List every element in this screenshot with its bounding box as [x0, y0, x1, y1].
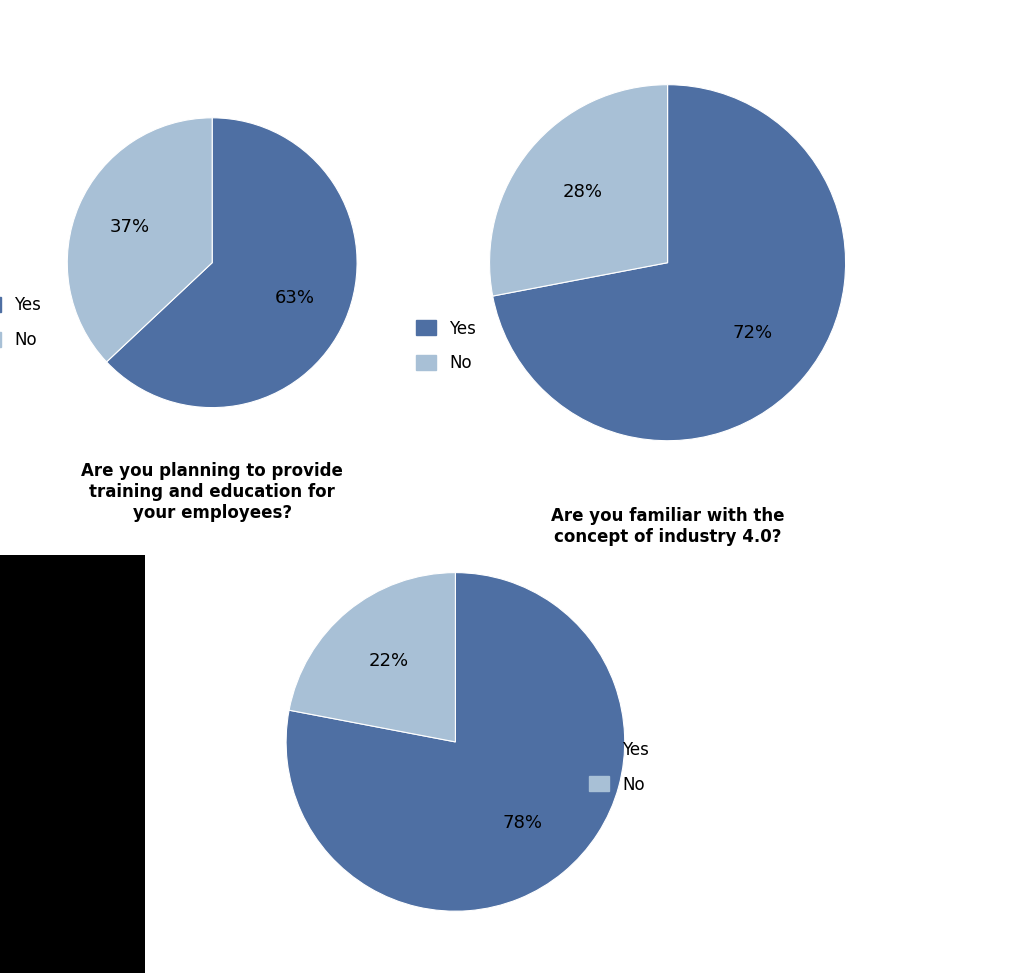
Wedge shape [490, 85, 668, 296]
Legend: Yes, No: Yes, No [583, 735, 656, 801]
Wedge shape [286, 572, 625, 911]
Wedge shape [493, 85, 846, 441]
Wedge shape [289, 572, 455, 741]
Text: 72%: 72% [733, 324, 773, 342]
Text: 78%: 78% [502, 813, 542, 832]
Wedge shape [67, 118, 212, 362]
Legend: Yes, No: Yes, No [0, 290, 48, 356]
Text: Are you familiar with the
concept of industry 4.0?: Are you familiar with the concept of ind… [551, 508, 785, 546]
Legend: Yes, No: Yes, No [409, 313, 482, 379]
Text: 37%: 37% [110, 218, 150, 236]
Text: Are you planning to provide
training and education for
your employees?: Are you planning to provide training and… [81, 462, 344, 522]
Wedge shape [107, 118, 357, 408]
Text: 22%: 22% [368, 652, 409, 670]
Text: 63%: 63% [274, 289, 315, 307]
Text: 28%: 28% [563, 183, 602, 201]
